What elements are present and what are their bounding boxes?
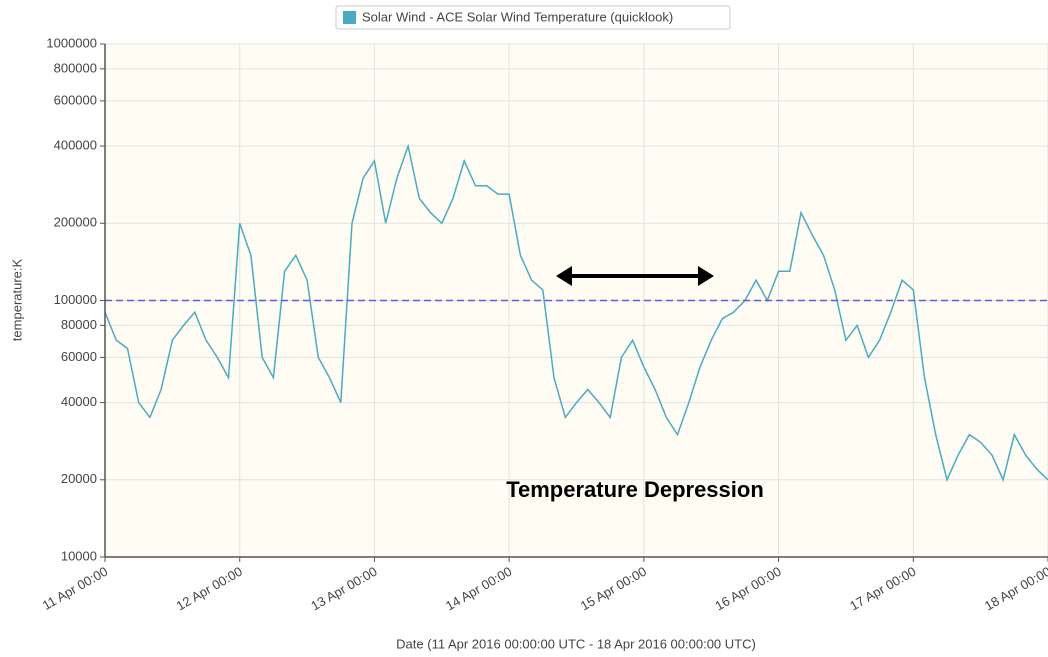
x-tick-label: 17 Apr 00:00 — [847, 564, 918, 614]
y-axis-label: temperature:K — [9, 258, 24, 341]
series-group — [104, 143, 1048, 483]
y-tick-label: 20000 — [61, 471, 97, 486]
x-tick-label: 14 Apr 00:00 — [443, 564, 514, 614]
y-tick-label: 60000 — [61, 349, 97, 364]
arrow-head — [698, 266, 714, 286]
x-tick-label: 12 Apr 00:00 — [174, 564, 245, 614]
legend: Solar Wind - ACE Solar Wind Temperature … — [335, 5, 731, 30]
series-line — [104, 143, 1048, 483]
x-tick-label: 11 Apr 00:00 — [40, 564, 111, 613]
legend-box — [335, 5, 731, 30]
x-tick-label: 15 Apr 00:00 — [578, 564, 649, 614]
x-tick-label: 16 Apr 00:00 — [712, 564, 783, 614]
y-tick-label: 1000000 — [46, 35, 97, 50]
y-tick-label: 80000 — [61, 317, 97, 332]
x-tick-label: 18 Apr 00:00 — [982, 564, 1048, 614]
arrow — [556, 266, 714, 286]
y-tick-label: 200000 — [54, 215, 97, 230]
y-tick-label: 600000 — [54, 92, 97, 107]
y-tick-label: 800000 — [54, 60, 97, 75]
y-tick-label: 400000 — [54, 138, 97, 153]
y-tick-label: 40000 — [61, 394, 97, 409]
annotation: Temperature Depression — [506, 477, 764, 502]
legend-label: Solar Wind - ACE Solar Wind Temperature … — [362, 9, 673, 24]
x-axis-label: Date (11 Apr 2016 00:00:00 UTC - 18 Apr … — [396, 636, 756, 651]
legend-swatch — [343, 11, 356, 24]
x-tick-label: 13 Apr 00:00 — [308, 564, 379, 614]
y-tick-label: 100000 — [54, 292, 97, 307]
y-tick-label: 10000 — [61, 548, 97, 563]
arrow-head — [556, 266, 572, 286]
